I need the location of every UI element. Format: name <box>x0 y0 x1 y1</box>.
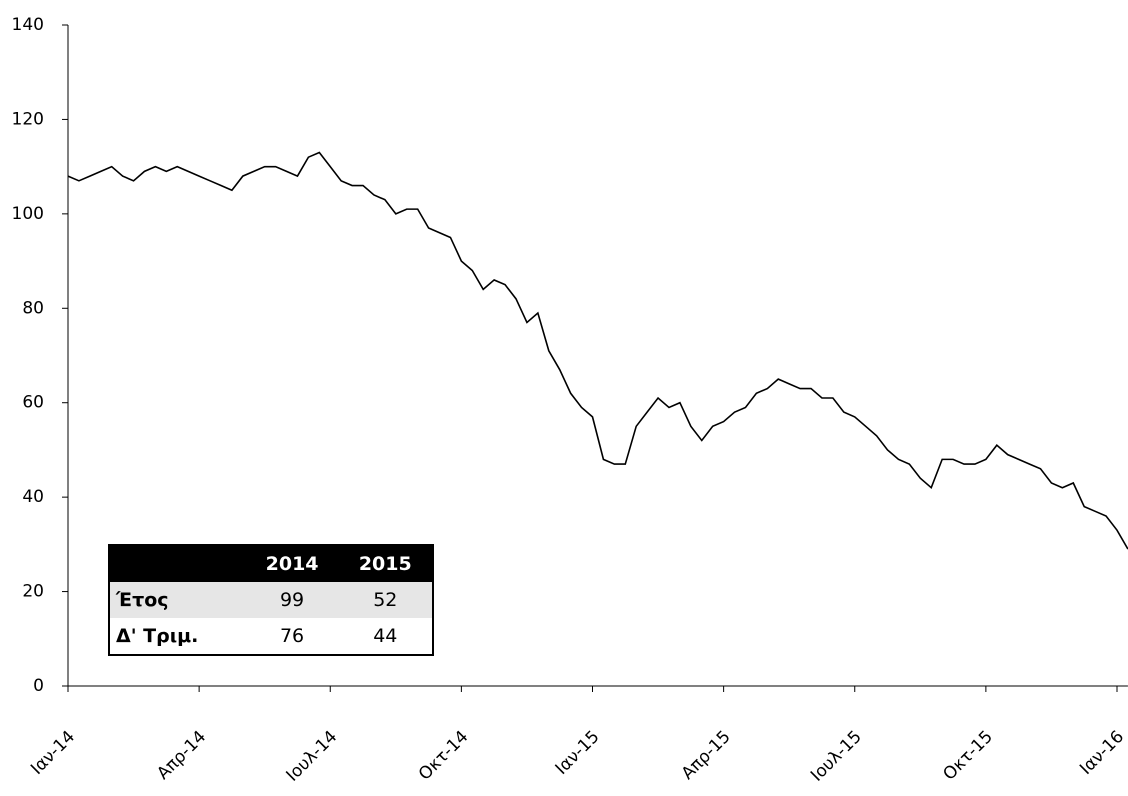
table-cell: 44 <box>373 625 398 647</box>
y-tick-label: 0 <box>33 676 44 696</box>
column-header: 2015 <box>338 545 433 582</box>
y-tick-label: 80 <box>22 298 44 318</box>
table-cell: 52 <box>338 582 433 618</box>
x-tick-label: Ιαν-16 <box>1076 727 1128 779</box>
price-line <box>67 151 1128 550</box>
y-tick-label: 20 <box>22 582 44 602</box>
x-tick-label: Ιουλ-15 <box>807 727 866 786</box>
x-tick-label: Απρ-15 <box>678 727 735 784</box>
x-tick-label: Ιουλ-14 <box>283 727 342 786</box>
y-tick-label: 140 <box>12 15 44 35</box>
column-header: 2014 <box>245 545 339 582</box>
y-tick-label: 40 <box>22 487 44 507</box>
table-cell: 76 <box>279 625 305 647</box>
header-row: 2014 2015 <box>109 545 433 582</box>
x-tick-label: Οκτ-14 <box>415 727 473 785</box>
table-row: Δ' Τριμ. 76 44 <box>109 618 433 655</box>
x-tick-label: Ιαν-15 <box>552 727 604 779</box>
x-tick-label: Οκτ-15 <box>939 727 997 785</box>
y-tick-label: 60 <box>22 393 44 413</box>
corner-cell <box>109 545 246 582</box>
x-tick-label: Απρ-14 <box>153 727 210 784</box>
table-cell: 99 <box>245 582 339 618</box>
table-row: Έτος 99 52 <box>109 582 433 618</box>
row-label: Έτος <box>109 582 246 618</box>
y-tick-label: 100 <box>12 204 44 224</box>
y-tick-label: 120 <box>12 109 44 129</box>
x-tick-label: Ιαν-14 <box>27 727 79 779</box>
summary-table: 2014 2015 Έτος 99 52 Δ' Τριμ. 76 44 <box>108 544 434 656</box>
row-label: Δ' Τριμ. <box>116 625 199 647</box>
